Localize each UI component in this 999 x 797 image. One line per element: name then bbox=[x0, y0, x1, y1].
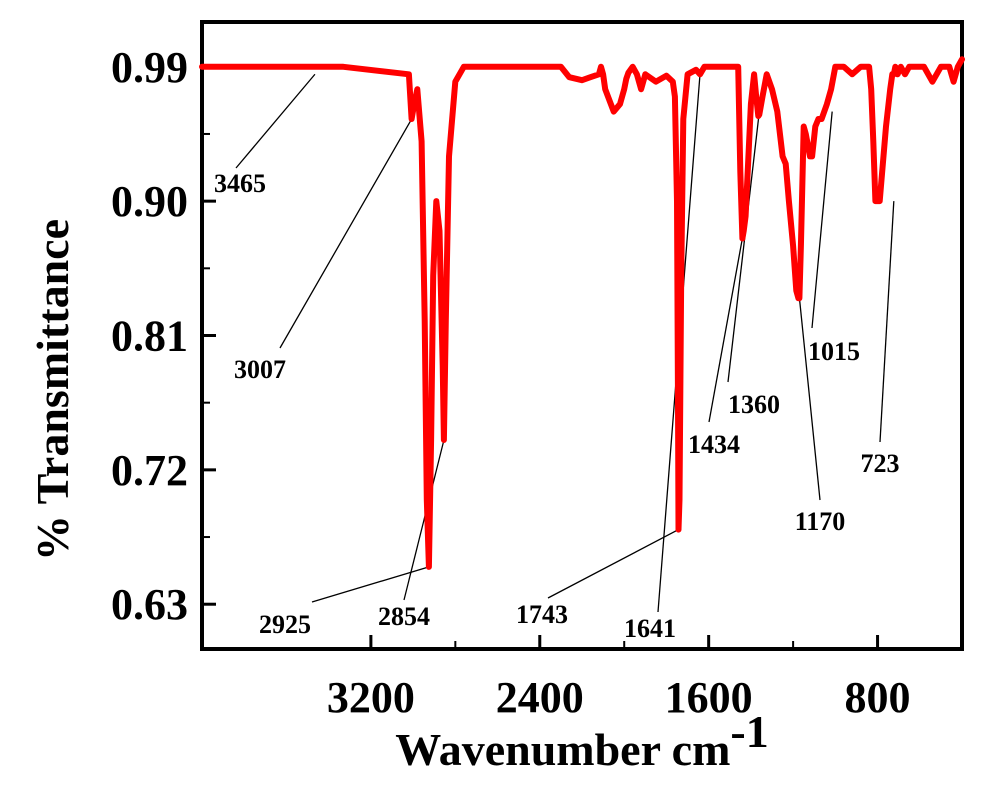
annotation-leader-line bbox=[235, 73, 316, 169]
x-axis-title-main: Wavenumber cm bbox=[395, 724, 730, 775]
annotation-leaders bbox=[235, 73, 895, 613]
x-axis-ticks: 3200 2400 1600 800 bbox=[327, 635, 911, 722]
x-tick-label: 800 bbox=[845, 673, 911, 722]
x-axis-title-superscript: -1 bbox=[730, 706, 768, 757]
x-tick-label: 2400 bbox=[496, 673, 584, 722]
annotation-label: 1360 bbox=[728, 390, 780, 419]
annotation-label: 2854 bbox=[378, 602, 430, 631]
annotation-label: 1015 bbox=[808, 337, 860, 366]
y-axis-ticks: 0.99 0.90 0.81 0.72 0.63 bbox=[111, 43, 216, 629]
x-tick-label: 1600 bbox=[665, 673, 753, 722]
y-tick-label: 0.63 bbox=[111, 580, 188, 629]
y-tick-label: 0.72 bbox=[111, 446, 188, 495]
annotation-leader-line bbox=[708, 230, 745, 423]
plot-frame bbox=[200, 20, 964, 651]
y-tick-label: 0.99 bbox=[111, 43, 188, 92]
transmittance-line bbox=[199, 56, 965, 570]
annotation-label: 1434 bbox=[688, 430, 740, 459]
annotation-label: 3465 bbox=[214, 169, 266, 198]
annotation-label: 2925 bbox=[259, 610, 311, 639]
annotation-leader-line bbox=[279, 118, 413, 349]
annotation-label: 723 bbox=[861, 449, 900, 478]
annotation-label: 1743 bbox=[516, 600, 568, 629]
annotation-label: 1641 bbox=[624, 614, 676, 643]
annotation-leader-line bbox=[311, 566, 430, 603]
annotation-labels: 3465 3007 2925 2854 1743 1641 1434 1360 1170 1015… bbox=[214, 169, 900, 643]
annotation-leader-line bbox=[547, 528, 679, 599]
y-tick-label: 0.81 bbox=[111, 312, 188, 361]
y-tick-label: 0.90 bbox=[111, 177, 188, 226]
x-tick-label: 3200 bbox=[327, 673, 415, 722]
annotation-leader-line bbox=[798, 298, 821, 501]
y-axis-title: % Transmittance bbox=[27, 219, 78, 561]
annotation-leader-line bbox=[403, 439, 445, 601]
x-axis-title: Wavenumber cm-1 bbox=[395, 706, 769, 775]
annotation-leader-line bbox=[811, 111, 833, 329]
annotation-leader-line bbox=[727, 111, 760, 383]
annotation-label: 3007 bbox=[234, 355, 286, 384]
annotation-leader-line bbox=[879, 201, 895, 443]
annotation-label: 1170 bbox=[795, 507, 846, 536]
